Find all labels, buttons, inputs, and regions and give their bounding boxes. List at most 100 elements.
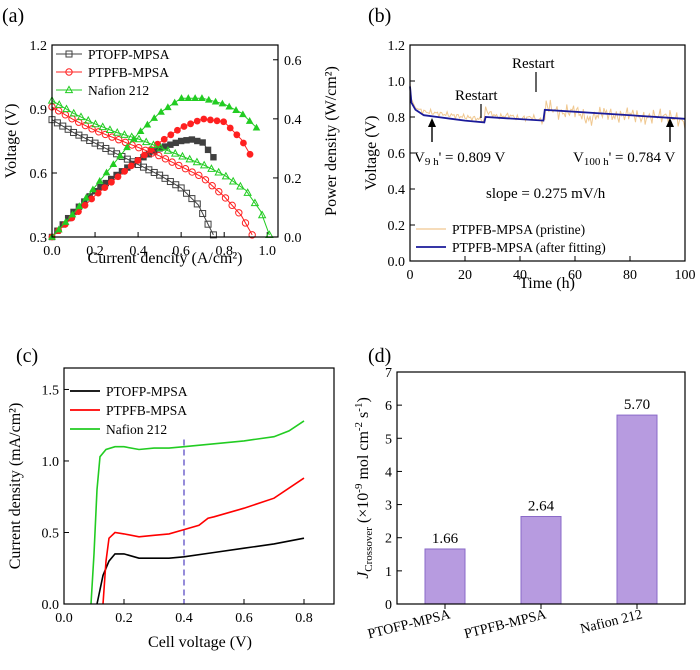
annotation-v9: V9 h' = 0.809 V [414,150,505,168]
voltage-point-ptofp-mpsa [204,220,212,228]
legend-label-1: PTPFB-MPSA [106,403,187,418]
voltage-point-nafion-212 [192,157,202,166]
panel-a-ytick-label: 1.2 [30,39,48,54]
panel-b-xtick-label: 100 [675,268,696,283]
voltage-point-nafion-212 [243,188,252,196]
annotation-v100-arrowhead [666,118,674,127]
voltage-point-ptofp-mpsa [209,231,217,239]
panel-d-ytick-label: 4 [385,465,392,480]
power-point-nafion-212 [198,94,206,101]
voltage-point-nafion-212 [105,125,115,133]
voltage-point-ptpfb-mpsa [181,165,190,173]
voltage-point-ptpfb-mpsa [248,231,256,239]
voltage-line-ptofp-mpsa [51,119,214,236]
power-point-ptpfb-mpsa [114,173,122,181]
power-point-ptofp-mpsa [199,139,206,146]
power-point-ptpfb-mpsa [108,178,115,186]
series-pristine-line [409,82,686,129]
power-point-nafion-212 [252,123,261,131]
power-point-ptofp-mpsa [210,154,217,161]
power-point-ptpfb-mpsa [220,118,228,126]
power-point-nafion-212 [211,97,220,105]
voltage-point-nafion-212 [170,148,180,157]
panel-a-frame [51,44,279,238]
power-point-ptofp-mpsa [172,139,179,147]
voltage-point-nafion-212 [62,104,71,113]
panel-d: (d) 0 1 2 3 4 5 6 7 1.66 PTOFP-MPSA 2.64 PTPFB-MPSA… [353,345,686,642]
bar-1 [520,516,562,605]
power-point-nafion-212 [68,210,77,218]
series-line-ptofp-mpsa [96,537,305,605]
panel-d-ytick-label: 7 [385,366,392,381]
voltage-point-ptofp-mpsa [183,189,191,197]
voltage-point-nafion-212 [141,137,151,146]
panel-b-plot: 0 20 40 60 80 100 0.0 0.2 0.4 0.6 0.8 1.0 1.2 [388,39,696,283]
panel-c-tag: (c) [16,345,38,367]
panel-d-ytick-label: 2 [385,532,392,547]
panel-a-xtick-label: 1.0 [258,244,276,259]
voltage-point-ptpfb-mpsa [228,201,236,210]
voltage-point-ptpfb-mpsa [221,194,230,202]
legend-label-2: Nafion 212 [106,422,167,437]
series-fitted-line [409,86,686,124]
power-point-ptofp-mpsa [124,164,131,171]
power-point-ptpfb-mpsa [240,139,247,147]
panel-b-xtick-label: 20 [458,268,472,283]
panel-b-ytick-label: 0.4 [388,183,406,198]
power-point-ptpfb-mpsa [226,124,234,132]
power-point-ptpfb-mpsa [207,116,214,124]
power-point-ptofp-mpsa [97,183,104,191]
voltage-point-ptpfb-mpsa [95,128,103,136]
panel-c-xtick-label: 0.0 [55,611,73,626]
annotation-restart-2: Restart [512,56,555,72]
power-line-ptofp-mpsa [51,138,214,238]
legend-label-2: Nafion 212 [88,83,149,98]
panel-d-ytick-label: 3 [385,499,392,514]
power-point-nafion-212 [82,193,90,201]
panel-c-ytick-label: 0.5 [42,526,60,541]
voltage-point-ptpfb-mpsa [74,118,83,126]
voltage-point-ptpfb-mpsa [121,138,130,147]
power-point-ptpfb-mpsa [160,135,168,143]
voltage-point-ptpfb-mpsa [115,136,123,144]
voltage-point-nafion-212 [163,146,173,154]
power-point-ptofp-mpsa [70,208,77,216]
power-point-ptpfb-mpsa [174,126,181,134]
power-point-nafion-212 [164,103,172,111]
legend-label-0: PTOFP-MPSA [88,47,170,62]
panel-a-y2tick-label: 0.2 [284,172,302,187]
bar-2 [616,414,658,605]
power-point-ptofp-mpsa [177,137,185,145]
category-label-1: PTPFB-MPSA [463,607,549,642]
power-point-nafion-212 [157,107,165,115]
panel-c: (c) 0.0 0.2 0.4 0.6 0.8 0.0 0.5 1.0 1.5 Cell vol… [7,345,335,651]
panel-d-plot: 0 1 2 3 4 5 6 7 1.66 PTOFP-MPSA 2.64 PTPFB-MPSA 5.70… [366,366,658,642]
power-point-ptofp-mpsa [102,179,110,187]
panel-a-y2tick-label: 0.6 [284,54,302,69]
power-point-nafion-212 [136,127,145,135]
panel-a-ytick-label: 0.9 [30,103,48,118]
panel-a-plot: 0.0 0.2 0.4 0.6 0.8 1.0 0.3 0.6 0.9 1.2 0.0 0.2 0.4 0… [30,39,302,259]
power-point-nafion-212 [143,120,152,128]
voltage-point-nafion-212 [76,112,86,121]
power-point-ptpfb-mpsa [200,115,208,123]
power-point-ptpfb-mpsa [75,208,82,216]
power-point-nafion-212 [184,94,193,101]
voltage-point-ptpfb-mpsa [215,187,223,196]
panel-a-tag: (a) [2,5,24,27]
annotation-restart-1: Restart [455,88,498,104]
voltage-point-ptpfb-mpsa [241,219,250,227]
power-point-ptpfb-mpsa [193,117,201,125]
power-point-ptpfb-mpsa [101,184,109,192]
panel-b-legend: PTPFB-MPSA (pristine) PTPFB-MPSA (after f… [416,222,606,255]
legend-label-1: PTPFB-MPSA [88,65,169,80]
voltage-point-nafion-212 [120,130,129,138]
panel-c-ytick-label: 0.0 [42,598,60,613]
panel-b-xtick-label: 60 [568,268,582,283]
voltage-point-ptofp-mpsa [177,184,185,192]
panel-a-ylabel: Voltage (V) [3,104,20,179]
voltage-point-ptpfb-mpsa [188,168,196,176]
annotation-v9-arrowhead [428,118,436,127]
panel-c-xtick-label: 0.2 [115,611,133,626]
